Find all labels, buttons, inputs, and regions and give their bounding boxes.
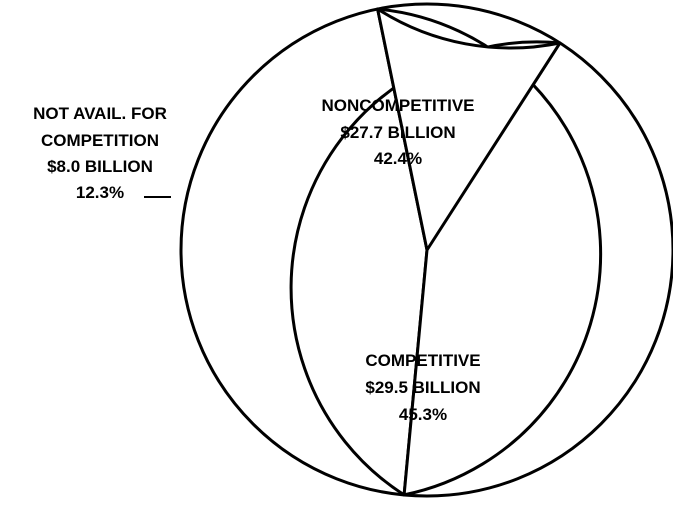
competitive-amount: $29.5 BILLION (365, 378, 480, 397)
not-available-amount: $8.0 BILLION (47, 157, 153, 176)
noncompetitive-percent: 42.4% (374, 149, 422, 168)
competitive-percent: 45.3% (399, 405, 447, 424)
noncompetitive-label: NONCOMPETITIVE (321, 96, 474, 115)
noncompetitive-amount: $27.7 BILLION (340, 123, 455, 142)
slice-label-noncompetitive: NONCOMPETITIVE $27.7 BILLION 42.4% (321, 96, 474, 168)
slice-label-competitive: COMPETITIVE $29.5 BILLION 45.3% (365, 351, 480, 424)
slice-not-available (376, 7, 562, 252)
not-available-percent: 12.3% (76, 183, 124, 202)
not-available-label-line-2: COMPETITION (41, 131, 159, 150)
not-available-label-line-1: NOT AVAIL. FOR (33, 104, 167, 123)
competitive-label: COMPETITIVE (365, 351, 480, 370)
slice-label-not-available: NOT AVAIL. FOR COMPETITION $8.0 BILLION … (33, 104, 171, 202)
